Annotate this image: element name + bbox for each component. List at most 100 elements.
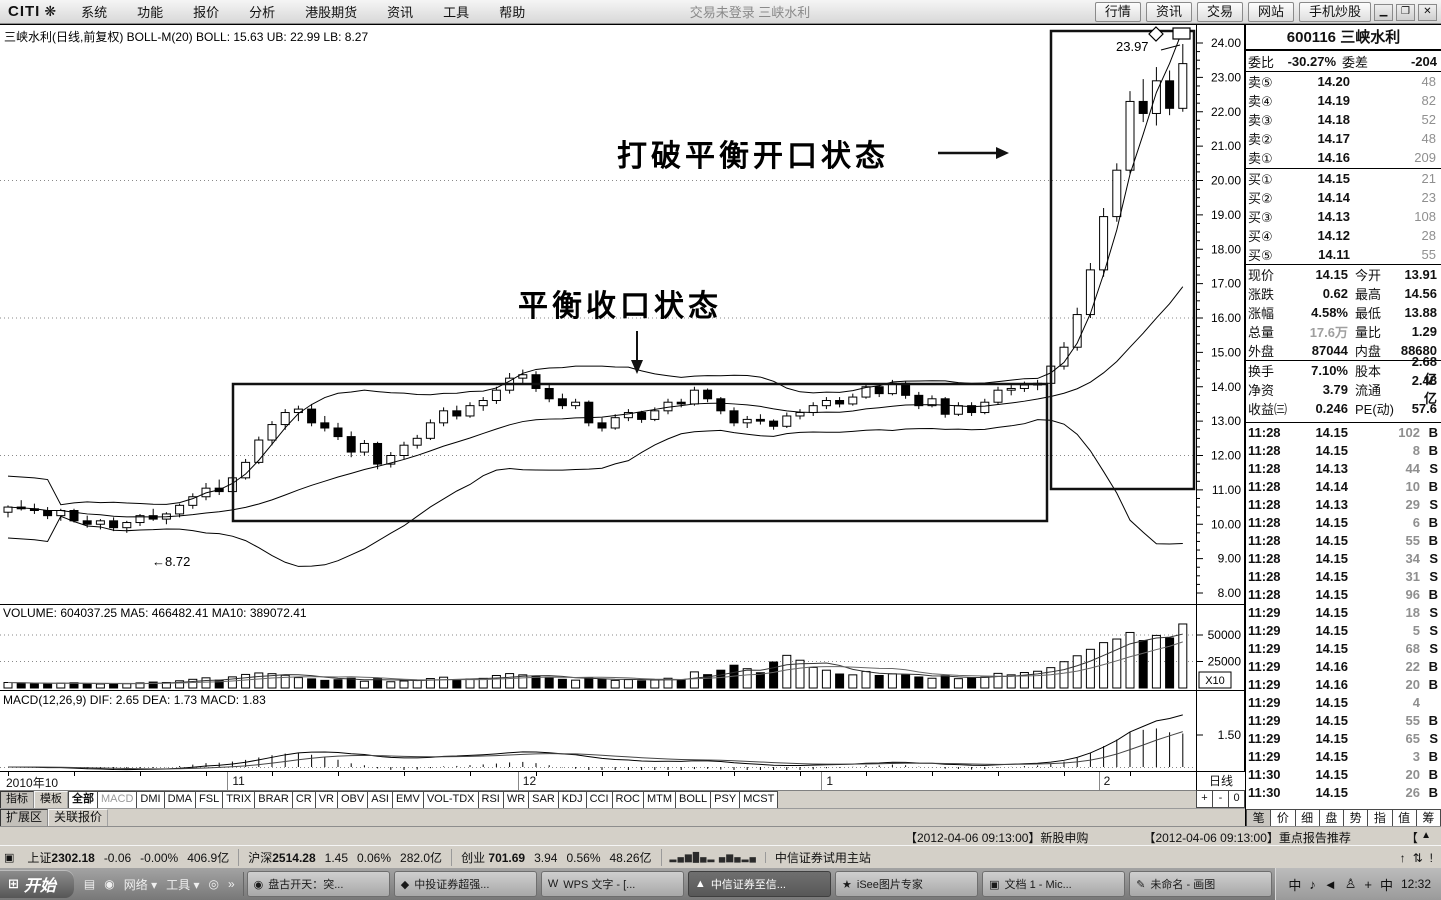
indicator-tab-FSL[interactable]: FSL bbox=[196, 791, 224, 809]
tick-row[interactable]: 11:29 14.16 20 B bbox=[1246, 675, 1441, 693]
indicator-tab-WR[interactable]: WR bbox=[503, 791, 530, 809]
index-quote-上证[interactable]: 上证2302.18 -0.06 -0.00% 406.9亿 bbox=[18, 849, 240, 866]
quick-launch-item-0[interactable]: ▤ bbox=[83, 877, 96, 891]
quick-launch-item-4[interactable]: ◎ bbox=[208, 877, 219, 891]
bid-row[interactable]: 买③ 14.13 108 bbox=[1246, 207, 1441, 226]
top-button-手机炒股[interactable]: 手机炒股 bbox=[1298, 2, 1371, 22]
tick-row[interactable]: 11:28 14.15 55 B bbox=[1246, 531, 1441, 549]
ask-row[interactable]: 卖③ 14.18 52 bbox=[1246, 110, 1441, 129]
indicator-tab-EMV[interactable]: EMV bbox=[392, 791, 424, 809]
menu-item-工具[interactable]: 工具 bbox=[443, 5, 470, 20]
panel-tab-细[interactable]: 细 bbox=[1295, 809, 1320, 827]
indicator-tab-PSY[interactable]: PSY bbox=[711, 791, 741, 809]
quick-launch-item-1[interactable]: ◉ bbox=[104, 877, 115, 891]
indicator-tab-ASI[interactable]: ASI bbox=[368, 791, 393, 809]
tick-row[interactable]: 11:30 14.15 26 B bbox=[1246, 783, 1441, 801]
zoom-button-0[interactable]: 0 bbox=[1229, 790, 1245, 808]
indicator-tab-CR[interactable]: CR bbox=[292, 791, 316, 809]
quick-launch-item-2[interactable]: 网络 ▾ bbox=[123, 877, 158, 892]
taskbar-window-中投证券超强-[interactable]: ◆ 中投证券超强... bbox=[393, 871, 537, 897]
bid-row[interactable]: 买⑤ 14.11 55 bbox=[1246, 245, 1441, 264]
quick-launch-item-5[interactable]: » bbox=[227, 877, 235, 891]
top-button-网站[interactable]: 网站 bbox=[1247, 2, 1294, 22]
bid-row[interactable]: 买① 14.15 21 bbox=[1246, 169, 1441, 188]
kline-chart-svg[interactable]: 8.00 9.00 10.00 11.00 12.00 13.00 14.00 15.00 16… bbox=[0, 25, 1245, 771]
indicator-tab-全部[interactable]: 全部 bbox=[68, 791, 98, 809]
tick-row[interactable]: 11:28 14.15 6 B bbox=[1246, 513, 1441, 531]
status-icon-2[interactable]: ! bbox=[1429, 850, 1433, 865]
zoom-button--[interactable]: - bbox=[1213, 790, 1229, 808]
indicator-tab-RSI[interactable]: RSI bbox=[478, 791, 504, 809]
menu-item-港股期货[interactable]: 港股期货 bbox=[305, 5, 358, 20]
menu-item-分析[interactable]: 分析 bbox=[249, 5, 276, 20]
indicator-tab-OBV[interactable]: OBV bbox=[338, 791, 369, 809]
bid-row[interactable]: 买② 14.14 23 bbox=[1246, 188, 1441, 207]
taskbar-window-中信证券至信-[interactable]: ▲ 中信证券至信... bbox=[687, 871, 832, 897]
tray-icon-5[interactable]: 中 bbox=[1379, 877, 1393, 893]
tick-row[interactable]: 11:29 14.15 65 S bbox=[1246, 729, 1441, 747]
tool-tab-指标[interactable]: 指标 bbox=[0, 791, 34, 809]
taskbar-window-WPS-文字-[interactable]: W WPS 文字 - [... bbox=[540, 871, 684, 897]
tick-row[interactable]: 11:29 14.16 22 B bbox=[1246, 657, 1441, 675]
indicator-tab-VOL-TDX[interactable]: VOL-TDX bbox=[423, 791, 479, 809]
panel-tab-盘[interactable]: 盘 bbox=[1319, 809, 1344, 827]
start-button[interactable]: ⊞ 开始 bbox=[0, 870, 74, 898]
taskbar-window-盘古开天-突-[interactable]: ◉ 盘古开天：突... bbox=[246, 871, 390, 897]
index-quote-创业[interactable]: 创业 701.69 3.94 0.56% 48.26亿 bbox=[452, 849, 662, 866]
tray-icon-1[interactable]: ♪ bbox=[1309, 876, 1316, 892]
tray-icon-2[interactable]: ◄ bbox=[1323, 876, 1337, 892]
indicator-tab-MCST[interactable]: MCST bbox=[740, 791, 779, 809]
tick-row[interactable]: 11:28 14.13 29 S bbox=[1246, 495, 1441, 513]
scroll-up-icon[interactable]: ▲ bbox=[1421, 830, 1431, 841]
panel-tab-指[interactable]: 指 bbox=[1368, 809, 1393, 827]
menu-item-资讯[interactable]: 资讯 bbox=[387, 5, 414, 20]
top-button-交易[interactable]: 交易 bbox=[1196, 2, 1243, 22]
tray-icon-0[interactable]: 中 bbox=[1288, 877, 1302, 893]
index-quote-沪深[interactable]: 沪深2514.28 1.45 0.06% 282.0亿 bbox=[239, 849, 453, 866]
tool-tab-模板[interactable]: 模板 bbox=[34, 791, 68, 809]
top-button-行情[interactable]: 行情 bbox=[1094, 2, 1141, 22]
indicator-tab-DMA[interactable]: DMA bbox=[164, 791, 197, 809]
indicator-tab-TRIX[interactable]: TRIX bbox=[223, 791, 256, 809]
indicator-tab-KDJ[interactable]: KDJ bbox=[558, 791, 587, 809]
tick-row[interactable]: 11:29 14.15 3 B bbox=[1246, 747, 1441, 765]
tick-row[interactable]: 11:29 14.15 5 S bbox=[1246, 621, 1441, 639]
indicator-tab-VR[interactable]: VR bbox=[315, 791, 338, 809]
tray-icon-4[interactable]: + bbox=[1364, 876, 1372, 892]
taskbar-window-未命名-画图[interactable]: ✎ 未命名 - 画图 bbox=[1129, 871, 1273, 897]
status-icon-0[interactable]: ↑ bbox=[1399, 850, 1406, 865]
server-name[interactable]: 中信证券试用主站 bbox=[774, 851, 871, 865]
zoom-button-+[interactable]: + bbox=[1196, 790, 1213, 808]
indicator-tab-MTM[interactable]: MTM bbox=[643, 791, 677, 809]
tick-row[interactable]: 11:28 14.14 10 B bbox=[1246, 477, 1441, 495]
tick-row[interactable]: 11:30 14.15 20 B bbox=[1246, 765, 1441, 783]
menu-item-帮助[interactable]: 帮助 bbox=[499, 5, 526, 20]
panel-tab-笔[interactable]: 笔 bbox=[1246, 809, 1272, 827]
taskbar-window-文档-1-Mic-[interactable]: ▣ 文档 1 - Mic... bbox=[982, 871, 1126, 897]
tick-row[interactable]: 11:28 14.15 34 S bbox=[1246, 549, 1441, 567]
ask-row[interactable]: 卖⑤ 14.20 48 bbox=[1246, 72, 1441, 91]
period-label[interactable]: 日线 bbox=[1196, 772, 1245, 791]
panel-tab-筹[interactable]: 筹 bbox=[1416, 809, 1441, 827]
close-button[interactable]: ✕ bbox=[1418, 3, 1437, 21]
minimize-button[interactable]: ▁ bbox=[1374, 3, 1393, 21]
panel-tab-值[interactable]: 值 bbox=[1392, 809, 1417, 827]
indicator-tab-DMI[interactable]: DMI bbox=[137, 791, 165, 809]
tick-row[interactable]: 11:29 14.15 18 S bbox=[1246, 603, 1441, 621]
indicator-tab-MACD[interactable]: MACD bbox=[98, 791, 138, 809]
bid-row[interactable]: 买④ 14.12 28 bbox=[1246, 226, 1441, 245]
indicator-tab-CCI[interactable]: CCI bbox=[586, 791, 613, 809]
menu-item-系统[interactable]: 系统 bbox=[81, 5, 108, 20]
tick-row[interactable]: 11:28 14.13 44 S bbox=[1246, 459, 1441, 477]
panel-tab-价[interactable]: 价 bbox=[1271, 809, 1296, 827]
tick-row[interactable]: 11:29 14.15 55 B bbox=[1246, 711, 1441, 729]
restore-button[interactable]: ❐ bbox=[1396, 3, 1415, 21]
indicator-tab-ROC[interactable]: ROC bbox=[612, 791, 644, 809]
tick-row[interactable]: 11:28 14.15 102 B bbox=[1246, 423, 1441, 441]
main-chart-area[interactable]: 8.00 9.00 10.00 11.00 12.00 13.00 14.00 15.00 16… bbox=[0, 24, 1245, 771]
top-button-资讯[interactable]: 资讯 bbox=[1145, 2, 1192, 22]
status-icon-1[interactable]: ⇅ bbox=[1412, 850, 1423, 865]
panel-tab-势[interactable]: 势 bbox=[1344, 809, 1369, 827]
indicator-tab-BOLL[interactable]: BOLL bbox=[676, 791, 712, 809]
sub-tab-扩展区[interactable]: 扩展区 bbox=[0, 809, 49, 827]
